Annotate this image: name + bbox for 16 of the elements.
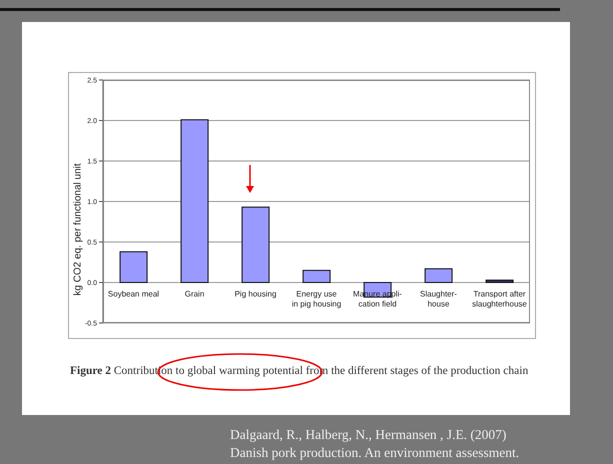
x-tick-label: Soybean meal [108, 290, 160, 298]
bar [486, 280, 514, 283]
y-axis-title: kg CO2 eq. per functional unit [72, 162, 84, 298]
text: Danish pork production. An environment assessment. [230, 444, 520, 462]
bar [120, 251, 148, 283]
bar [302, 270, 331, 283]
text: Dalgaard, R., Halberg, N., Hermansen , J.E. (2007) [230, 426, 508, 444]
bar [242, 206, 270, 283]
bar [424, 268, 453, 283]
x-tick-label: Energy use in pig housing [292, 290, 342, 308]
x-tick-label: Grain [184, 290, 204, 298]
caption: Figure 2 [70, 365, 111, 377]
x-tick-label: Slaughter- house [420, 290, 458, 308]
bar [180, 119, 209, 283]
x-tick-label: Pig housing [234, 290, 276, 298]
x-tick-label: Transport after slaughterhouse [472, 290, 528, 308]
